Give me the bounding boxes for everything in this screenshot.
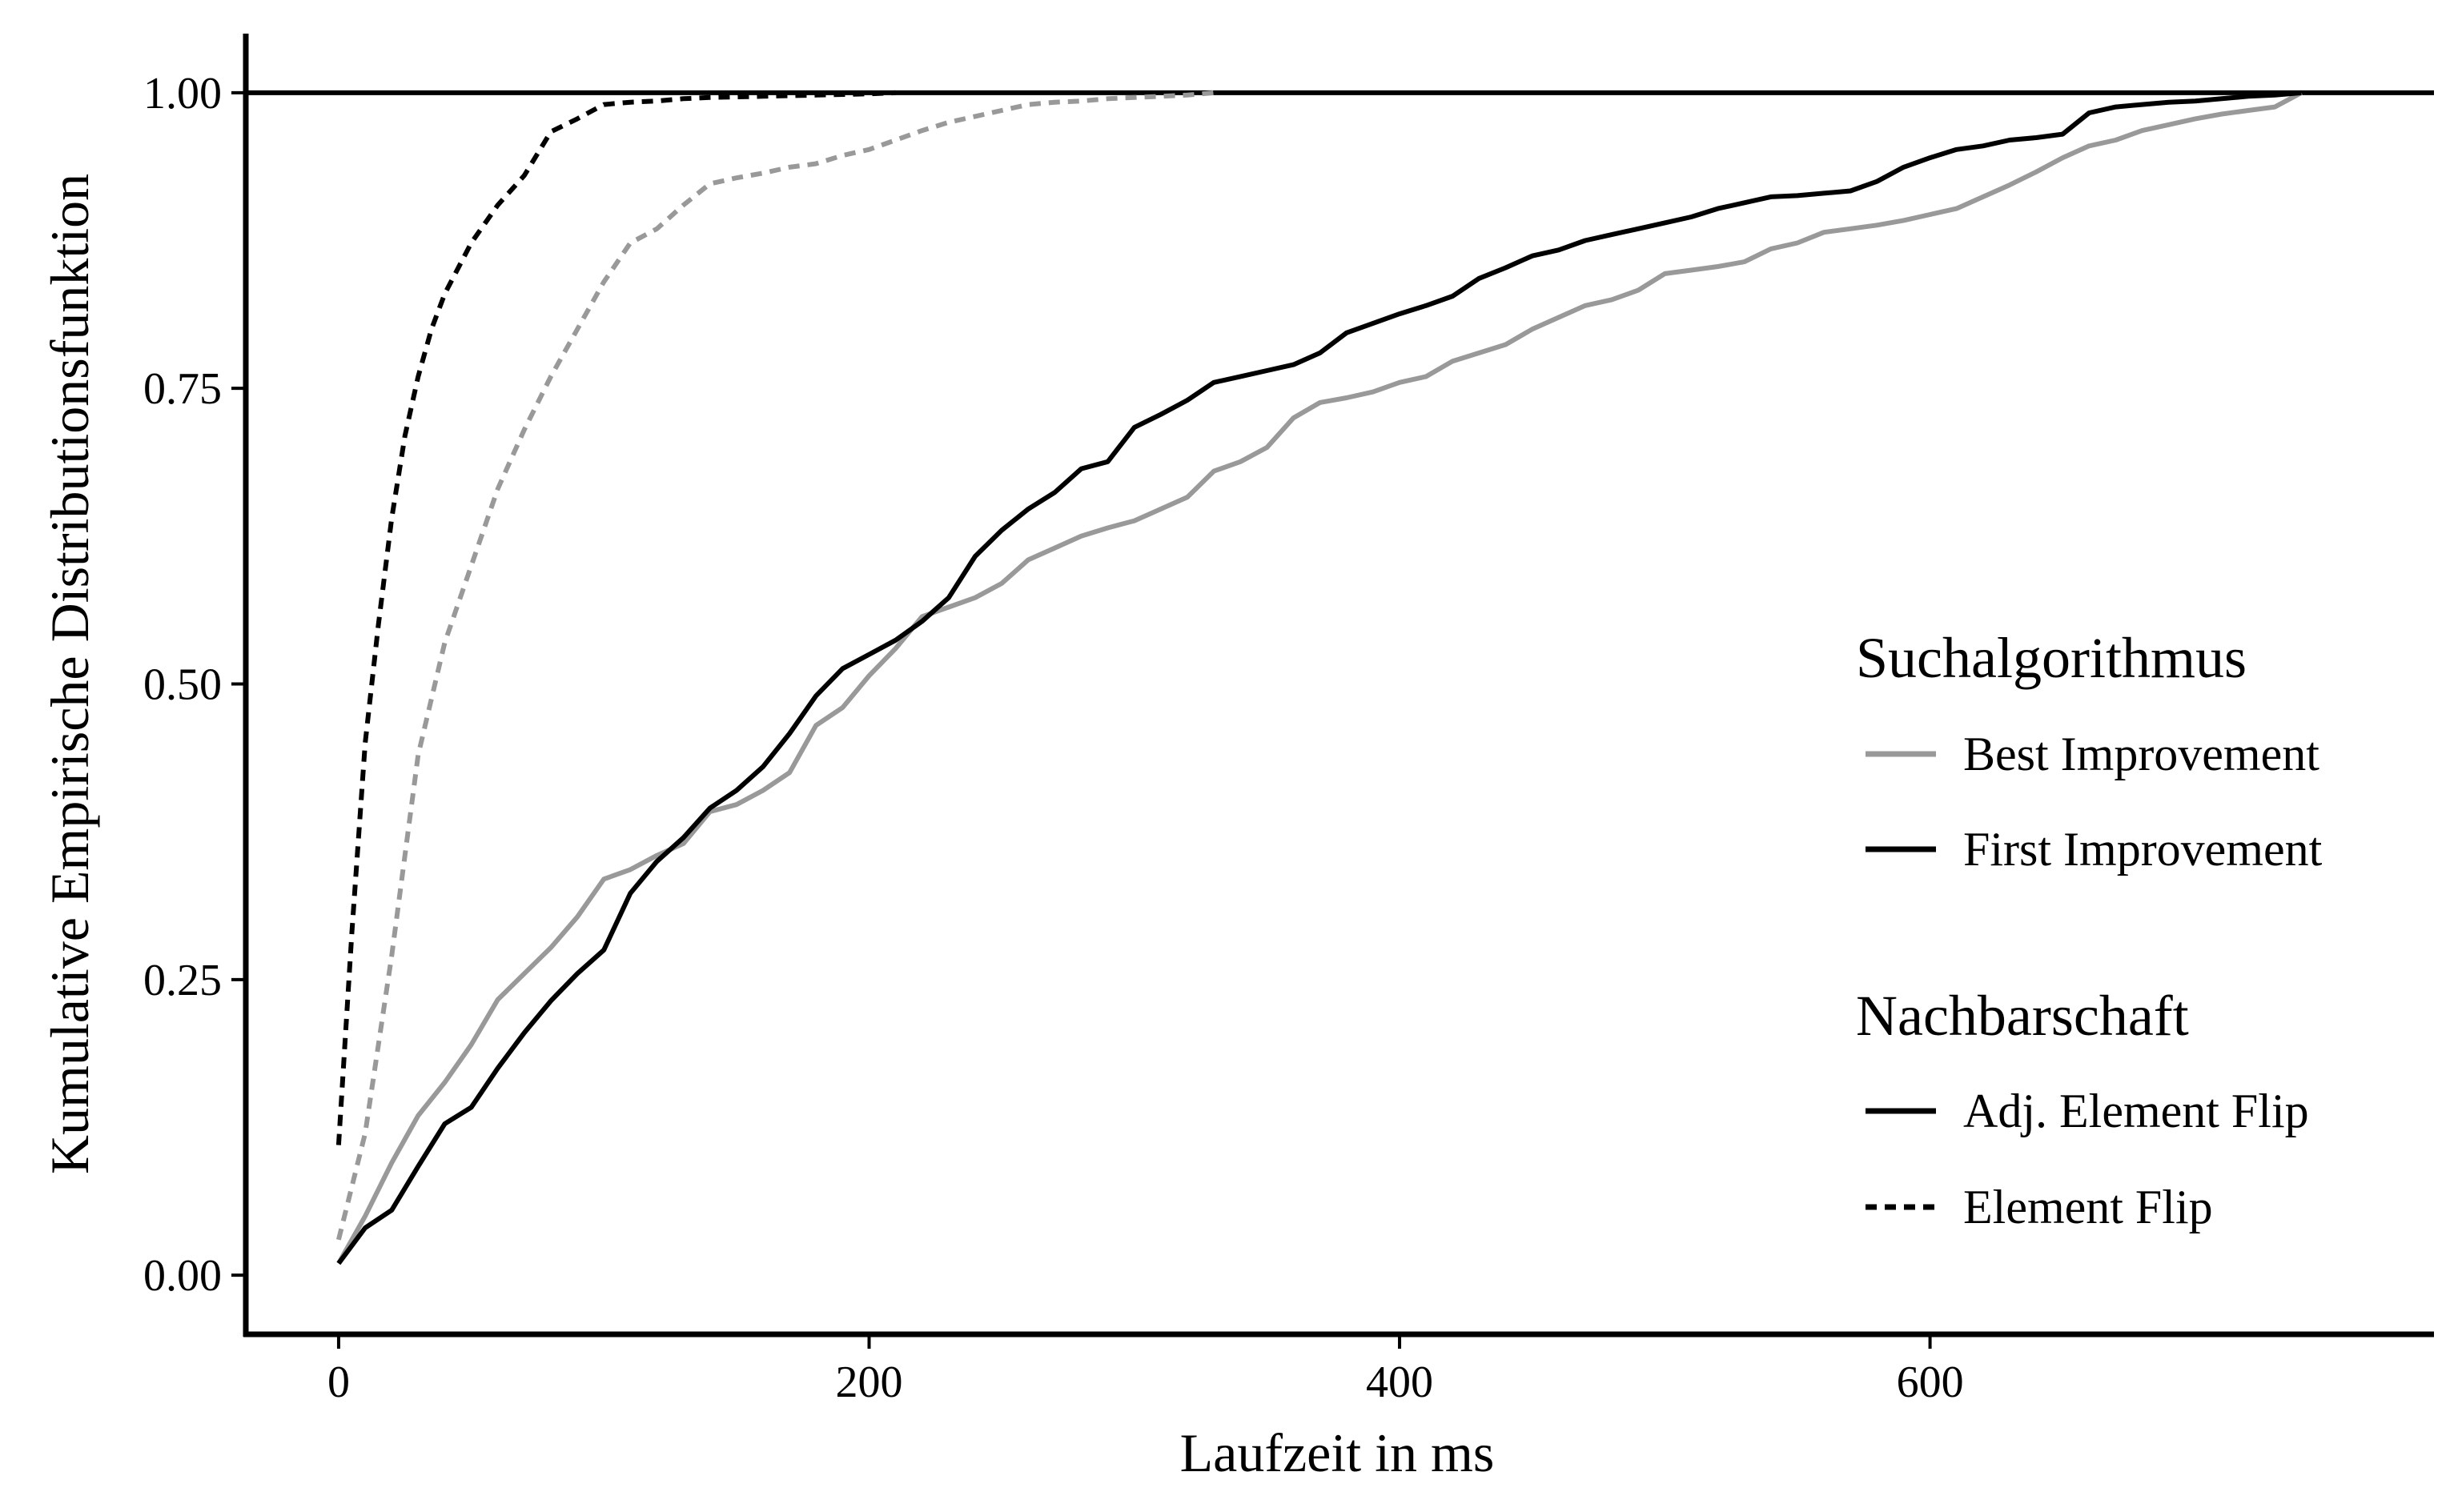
legend-title-nachbarschaft: Nachbarschaft: [1856, 984, 2189, 1048]
legend-label-best-improvement: Best Improvement: [1963, 728, 2319, 780]
x-axis-title: Laufzeit in ms: [1180, 1422, 1495, 1483]
y-tick-label: 0.00: [143, 1251, 222, 1301]
legend-title-suchalgorithmus: Suchalgorithmus: [1856, 626, 2247, 690]
axes-layer: 0.00 0.25 0.50 0.75 1.00 0 200 400 600: [143, 34, 2434, 1407]
legend-label-first-improvement: First Improvement: [1963, 823, 2323, 876]
x-tick-label: 400: [1366, 1358, 1433, 1407]
x-tick-label: 0: [327, 1358, 350, 1407]
legend-label-adj-element-flip: Adj. Element Flip: [1963, 1085, 2309, 1137]
series-layer: [335, 90, 2303, 1265]
y-tick-label: 0.50: [143, 660, 222, 710]
y-axis-title: Kumulative Empirische Distributionsfunkt…: [39, 174, 100, 1174]
legend: Suchalgorithmus Best Improvement First I…: [1856, 626, 2323, 1233]
y-tick-label: 0.25: [143, 956, 222, 1005]
x-tick-label: 600: [1897, 1358, 1964, 1407]
x-tick-label: 200: [835, 1358, 902, 1407]
series-line-first-improvement-element-flip: [335, 90, 896, 1145]
y-tick-label: 0.75: [143, 364, 222, 414]
legend-label-element-flip: Element Flip: [1963, 1181, 2213, 1233]
series-line-best-improvement-element-flip: [335, 90, 1215, 1241]
series-line-first-improvement-adj-element-flip: [336, 90, 2302, 1265]
y-tick-label: 1.00: [143, 69, 222, 118]
